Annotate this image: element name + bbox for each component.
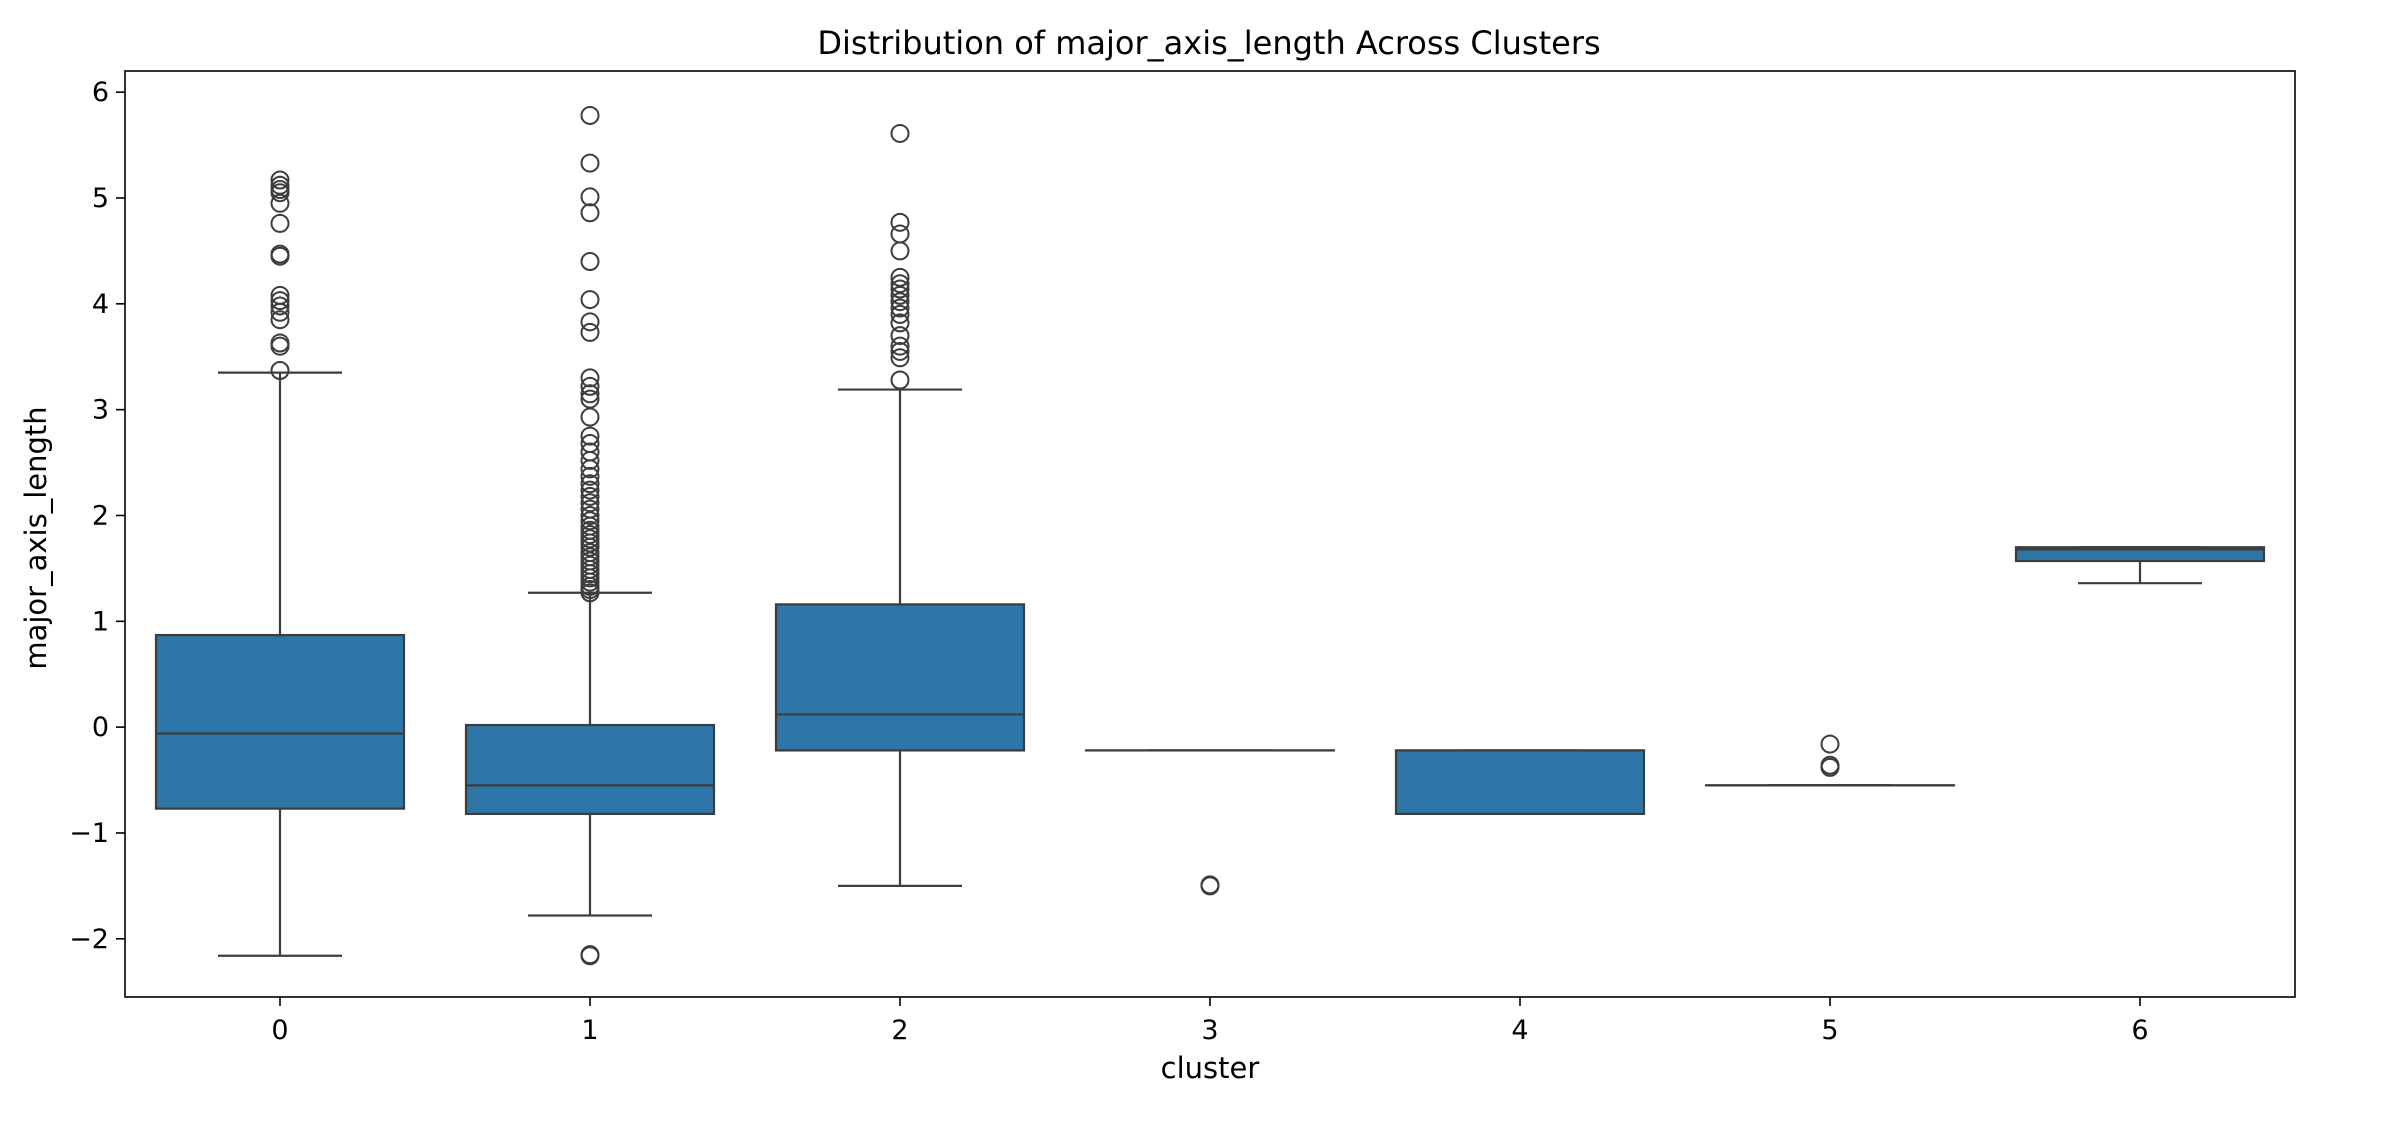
axes: −2 −1 0 1 2 3 4 5 6 0 1 2 3 4 5 6 — [69, 77, 2148, 1046]
x-tick-label: 3 — [1201, 1015, 1218, 1046]
outlier-point — [580, 442, 600, 462]
outlier-point — [580, 505, 600, 525]
box-cluster-5 — [1704, 734, 1956, 787]
x-tick-label: 5 — [1821, 1015, 1838, 1046]
outlier-point — [580, 187, 600, 207]
outlier-point — [580, 376, 600, 396]
x-axis-label: cluster — [1161, 1051, 1260, 1085]
outlier-point — [890, 341, 910, 361]
outlier-point — [890, 326, 910, 346]
box-cluster-0 — [154, 170, 406, 957]
outlier-point — [270, 170, 290, 190]
outlier-point — [270, 244, 290, 264]
box-iqr — [464, 723, 716, 816]
box-iqr — [2014, 546, 2266, 563]
outlier-point — [580, 153, 600, 173]
outlier-point — [270, 360, 290, 380]
outlier-point — [270, 291, 290, 311]
outlier-point — [580, 389, 600, 409]
y-tick-label: 5 — [92, 183, 109, 214]
y-tick-label: 2 — [92, 500, 109, 531]
outlier-point — [890, 298, 910, 318]
outlier-point — [580, 480, 600, 500]
box-iqr — [1394, 749, 1646, 816]
outlier-point — [580, 499, 600, 519]
y-tick-label: 0 — [92, 712, 109, 743]
outlier-point — [580, 434, 600, 454]
box-cluster-3 — [1084, 749, 1336, 896]
y-tick-label: −1 — [69, 818, 109, 849]
box-cluster-1 — [464, 105, 716, 966]
outlier-point — [580, 368, 600, 388]
chart-title: Distribution of major_axis_length Across… — [817, 24, 1600, 62]
outlier-point — [580, 945, 600, 965]
outlier-point — [890, 336, 910, 356]
x-tick-label: 6 — [2131, 1015, 2148, 1046]
outlier-point — [1820, 757, 1840, 777]
x-tick-label: 4 — [1511, 1015, 1528, 1046]
outlier-point — [580, 312, 600, 332]
outlier-point — [270, 310, 290, 330]
outlier-point — [580, 474, 600, 494]
outlier-point — [1200, 876, 1220, 896]
outlier-point — [580, 105, 600, 125]
outlier-point — [580, 384, 600, 404]
y-tick-label: 3 — [92, 395, 109, 426]
outlier-point — [1820, 734, 1840, 754]
x-tick-label: 2 — [891, 1015, 908, 1046]
outlier-point — [890, 304, 910, 324]
outlier-point — [580, 426, 600, 446]
outlier-point — [890, 212, 910, 232]
x-tick-label: 0 — [271, 1015, 288, 1046]
outlier-point — [890, 279, 910, 299]
outlier-point — [890, 123, 910, 143]
outlier-point — [890, 274, 910, 294]
outlier-point — [270, 296, 290, 316]
outlier-point — [270, 333, 290, 353]
y-tick-label: 4 — [92, 289, 109, 320]
outlier-point — [580, 466, 600, 486]
outlier-point — [580, 251, 600, 271]
outlier-point — [580, 290, 600, 310]
outlier-point — [580, 486, 600, 506]
outlier-point — [890, 313, 910, 333]
box-cluster-4 — [1394, 749, 1646, 816]
x-tick-label: 1 — [581, 1015, 598, 1046]
outlier-point — [580, 322, 600, 342]
plot-area — [154, 105, 2266, 966]
outlier-point — [890, 348, 910, 368]
y-axis-label: major_axis_length — [19, 406, 53, 669]
y-tick-label: −2 — [69, 924, 109, 955]
outlier-point — [270, 213, 290, 233]
y-tick-label: 6 — [92, 77, 109, 108]
outlier-point — [270, 285, 290, 305]
outlier-point — [270, 175, 290, 195]
y-tick-label: 1 — [92, 606, 109, 637]
box-cluster-6 — [2014, 546, 2266, 585]
outlier-point — [890, 267, 910, 287]
box-cluster-2 — [774, 123, 1026, 887]
box-iqr — [154, 633, 406, 810]
outlier-point — [890, 224, 910, 244]
outlier-point — [890, 370, 910, 390]
outlier-point — [580, 493, 600, 513]
box-iqr — [774, 603, 1026, 752]
outlier-point — [580, 203, 600, 223]
